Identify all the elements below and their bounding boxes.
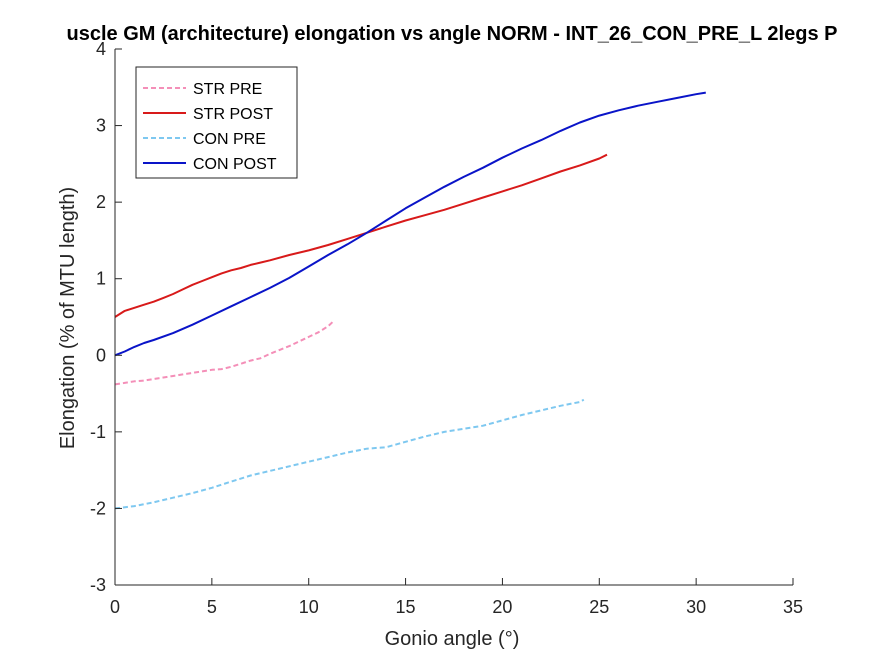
legend-box <box>135 66 298 179</box>
legend-label: CON POST <box>193 156 277 173</box>
y-tick-label: -1 <box>90 422 106 442</box>
y-tick-label: 2 <box>96 192 106 212</box>
y-tick-label: 4 <box>96 39 106 59</box>
legend-label: STR POST <box>193 106 273 123</box>
x-tick-label: 15 <box>396 597 416 617</box>
y-tick-label: 1 <box>96 269 106 289</box>
y-tick-label: -3 <box>90 575 106 595</box>
x-tick-label: 5 <box>207 597 217 617</box>
y-axis-label: Elongation (% of MTU length) <box>57 187 79 449</box>
series-line-con-pre <box>114 398 585 510</box>
y-tick-label: 3 <box>96 116 106 136</box>
x-tick-label: 0 <box>110 597 120 617</box>
axes <box>114 49 793 586</box>
legend-label: CON PRE <box>193 131 266 148</box>
series-line-con-post <box>114 91 706 357</box>
y-ticks: -3 -2 -1 0 1 2 3 4 <box>90 39 122 595</box>
legend-label: STR PRE <box>193 81 262 98</box>
legend-items: STR PRE STR POST CON PRE CON POST <box>143 81 277 173</box>
x-tick-label: 30 <box>686 597 706 617</box>
x-tick-label: 20 <box>492 597 512 617</box>
series-line-str-post <box>114 153 608 318</box>
y-tick-label: 0 <box>96 345 106 365</box>
x-tick-label: 10 <box>299 597 319 617</box>
x-tick-label: 35 <box>783 597 803 617</box>
x-ticks: 0 5 10 15 20 25 30 35 <box>110 578 803 617</box>
chart-title: uscle GM (architecture) elongation vs an… <box>67 23 838 45</box>
x-axis-label: Gonio angle (°) <box>385 628 520 650</box>
series-line-str-pre <box>114 320 335 386</box>
x-tick-label: 25 <box>589 597 609 617</box>
series-layer <box>114 91 706 510</box>
legend: STR PRE STR POST CON PRE CON POST <box>135 66 298 179</box>
y-tick-label: -2 <box>90 498 106 518</box>
